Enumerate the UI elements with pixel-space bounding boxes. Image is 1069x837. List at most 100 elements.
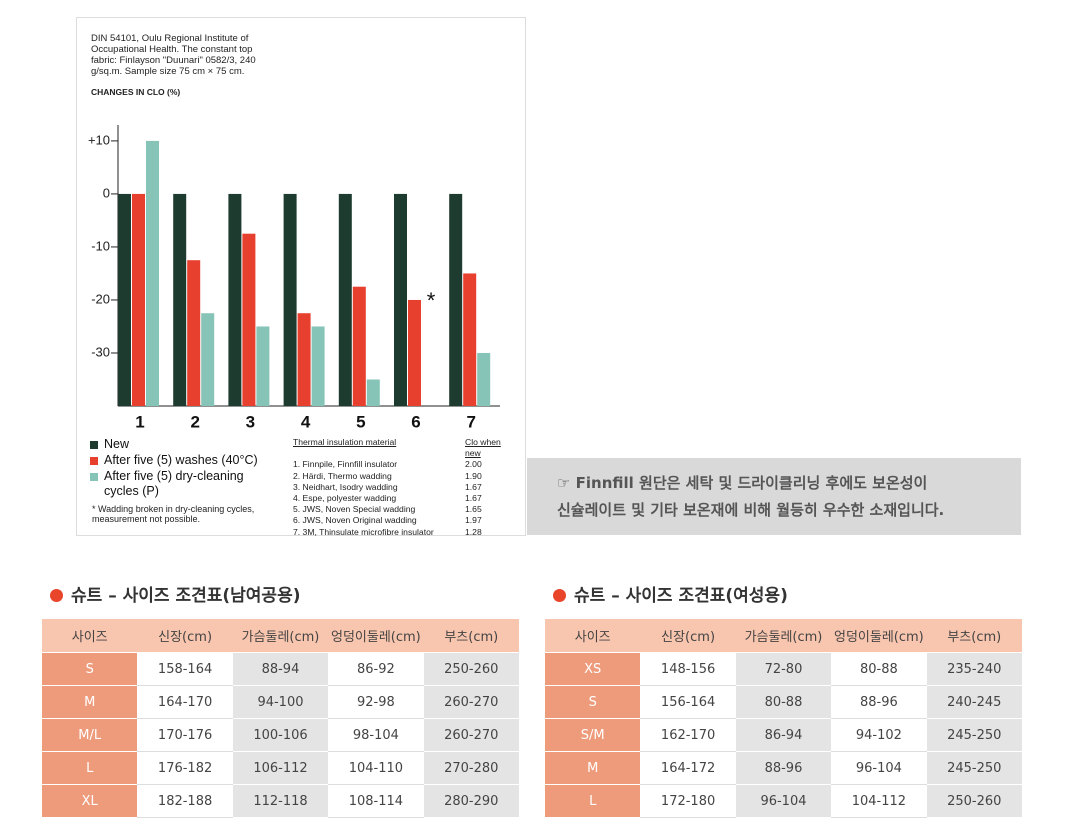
table-cell: 245-250 [926, 751, 1022, 785]
table-cell: L [545, 784, 641, 818]
header-cell: 부츠(cm) [926, 619, 1022, 653]
table-cell: 94-102 [831, 718, 927, 752]
material-cell: 1.90 [465, 470, 482, 481]
material-table: Thermal insulation material Clo when new 1… [293, 437, 505, 538]
table-cell: 158-164 [137, 652, 233, 686]
source-note: DIN 54101, Oulu Regional Institute of Oc… [91, 33, 256, 77]
table-cell: 92-98 [328, 685, 424, 719]
bar [311, 326, 325, 406]
table-cell: S/M [545, 718, 641, 752]
table-cell: 250-260 [423, 652, 519, 686]
header-row: 사이즈 신장(cm) 가슴둘레(cm) 엉덩이둘레(cm) 부츠(cm) [545, 619, 1022, 653]
material-cell: 5. JWS, Noven Special wadding [293, 504, 416, 515]
bar [408, 299, 421, 406]
table-cell: 88-96 [735, 751, 832, 785]
header-cell: 신장(cm) [137, 619, 233, 653]
table-cell: M [545, 751, 641, 785]
material-cell: 1. Finnpile, Finnfill insulator [293, 459, 398, 470]
table-cell: 86-92 [328, 652, 424, 686]
legend-item: After five (5) washes (40°C) [90, 453, 280, 468]
table-cell: 80-88 [831, 652, 927, 686]
note-line: 신슐레이트 및 기타 보온재에 비해 월등히 우수한 소재입니다. [557, 501, 945, 519]
table-cell: 156-164 [640, 685, 736, 719]
table-title: 슈트 – 사이즈 조견표(여성용) [553, 581, 788, 606]
table-cell: 106-112 [232, 751, 329, 785]
table-row: S 158-164 88-94 86-92 250-260 [42, 652, 519, 686]
bar [242, 233, 256, 406]
table-cell: 170-176 [137, 718, 233, 752]
y-tick-label: 0 [103, 185, 110, 200]
table-row: S/M 162-170 86-94 94-102 245-250 [545, 718, 1022, 752]
bar [352, 286, 366, 406]
table-cell: 96-104 [831, 751, 927, 785]
title-text: 슈트 – 사이즈 조견표(여성용) [574, 586, 788, 606]
table-cell: 148-156 [640, 652, 736, 686]
bar [477, 352, 491, 406]
table-cell: 164-172 [640, 751, 736, 785]
table-cell: XL [42, 784, 138, 818]
y-axis-label: CHANGES IN CLO (%) [91, 87, 181, 97]
bar [228, 193, 242, 406]
material-row: 1. Finnpile, Finnfill insulator 2.00 [293, 459, 505, 470]
material-cell: 2. Härdi, Thermo wadding [293, 470, 392, 481]
title-text: 슈트 – 사이즈 조견표(남여공용) [71, 586, 301, 606]
size-table: 사이즈 신장(cm) 가슴둘레(cm) 엉덩이둘레(cm) 부츠(cm) XS 148-15… [545, 619, 1022, 818]
bar [146, 140, 159, 407]
material-row: 3. Neidhart, Isodry wadding 1.67 [293, 482, 505, 493]
material-cell: 2.00 [465, 459, 482, 470]
size-table: 사이즈 신장(cm) 가슴둘레(cm) 엉덩이둘레(cm) 부츠(cm) S 158-164… [42, 619, 519, 818]
header-cell: 신장(cm) [640, 619, 736, 653]
table-cell: 80-88 [735, 685, 832, 719]
table-cell: 112-118 [232, 784, 329, 818]
table-cell: 108-114 [328, 784, 424, 818]
x-tick-label: 4 [301, 412, 311, 431]
annotation: * [427, 288, 436, 313]
table-row: L 172-180 96-104 104-112 250-260 [545, 784, 1022, 818]
x-tick-label: 3 [246, 412, 255, 431]
x-tick-label: 6 [411, 412, 420, 431]
table-cell: 88-94 [232, 652, 329, 686]
table-row: S 156-164 80-88 88-96 240-245 [545, 685, 1022, 719]
bar [366, 379, 380, 406]
table-cell: 164-170 [137, 685, 233, 719]
material-row: 2. Härdi, Thermo wadding 1.90 [293, 471, 505, 482]
legend-swatch [90, 473, 98, 481]
table-cell: 162-170 [640, 718, 736, 752]
table-cell: 260-270 [423, 685, 519, 719]
material-cell: 1.28 [465, 526, 482, 537]
bar [201, 313, 215, 406]
bar [297, 313, 311, 406]
table-cell: L [42, 751, 138, 785]
table-row: XS 148-156 72-80 80-88 235-240 [545, 652, 1022, 686]
legend-item: New [90, 437, 280, 452]
table-cell: 182-188 [137, 784, 233, 818]
table-cell: 250-260 [926, 784, 1022, 818]
y-tick-label: -20 [91, 291, 110, 306]
table-cell: 88-96 [831, 685, 927, 719]
legend-label: After five (5) dry-cleaning cycles (P) [104, 469, 244, 498]
legend-item: After five (5) dry-cleaning cycles (P) [90, 469, 280, 499]
table-row: M/L 170-176 100-106 98-104 260-270 [42, 718, 519, 752]
header-cell: 가슴둘레(cm) [232, 619, 329, 653]
note-line: ☞ Finnfill 원단은 세탁 및 드라이클리닝 후에도 보온성이 [557, 474, 928, 492]
table-cell: 260-270 [423, 718, 519, 752]
material-row: 4. Espe, polyester wadding 1.67 [293, 493, 505, 504]
material-row: 7. 3M, Thinsulate microfibre insulator 1.… [293, 527, 505, 538]
material-heading: Thermal insulation material [293, 437, 397, 447]
table-cell: M/L [42, 718, 138, 752]
note-box: ☞ Finnfill 원단은 세탁 및 드라이클리닝 후에도 보온성이 신슐레이… [527, 458, 1021, 535]
table-row: L 176-182 106-112 104-110 270-280 [42, 751, 519, 785]
y-tick-label: -10 [91, 238, 110, 253]
bar [173, 193, 187, 406]
table-cell: 104-112 [831, 784, 927, 818]
table-cell: 176-182 [137, 751, 233, 785]
table-cell: 86-94 [735, 718, 832, 752]
table-cell: 98-104 [328, 718, 424, 752]
legend-swatch [90, 441, 98, 449]
bar [256, 326, 270, 406]
bar [187, 260, 201, 406]
header-cell: 부츠(cm) [423, 619, 519, 653]
x-tick-label: 7 [466, 412, 475, 431]
bar [463, 273, 477, 406]
